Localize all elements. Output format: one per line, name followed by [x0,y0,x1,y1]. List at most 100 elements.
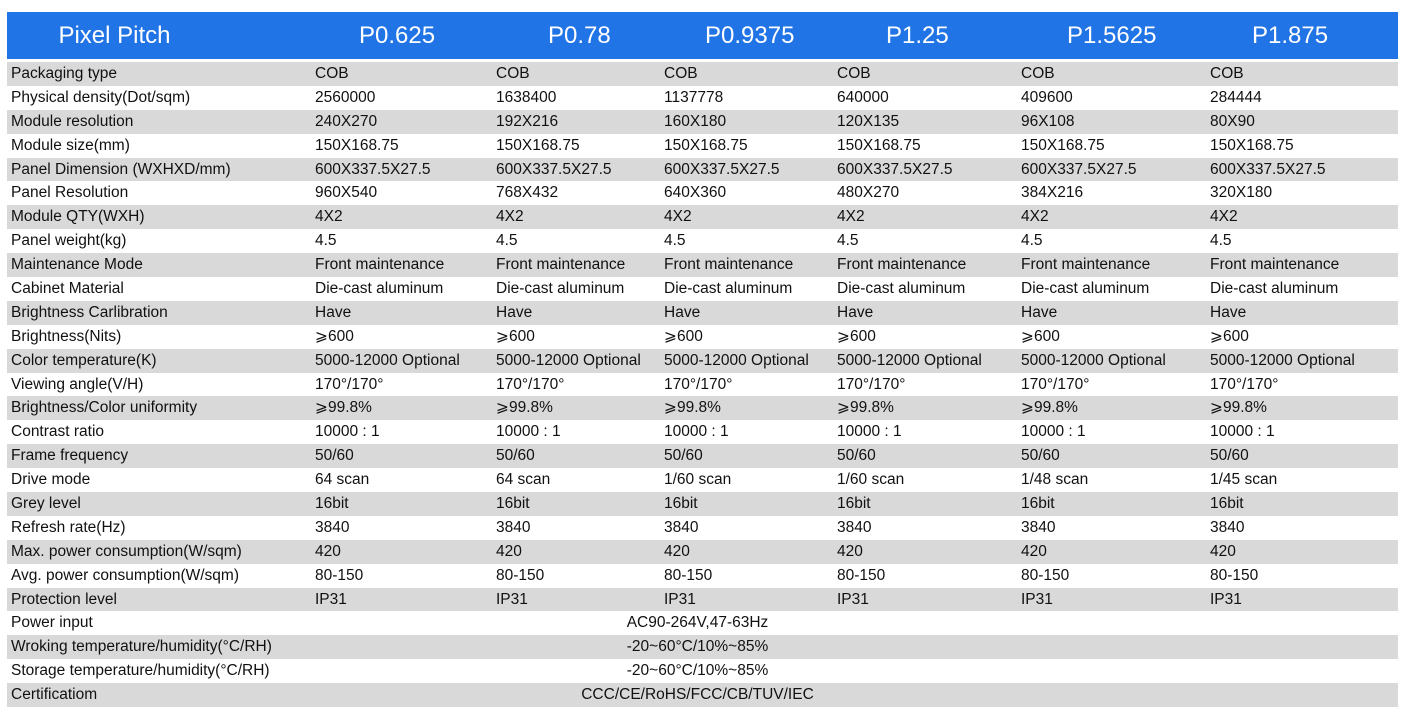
value-cell: ⩾600 [1021,327,1060,345]
value-cell: Die-cast aluminum [315,280,444,298]
row-label: Grey level [11,495,81,513]
value-cell: 420 [837,542,863,560]
value-cell: 96X108 [1021,112,1075,130]
value-cell: 3840 [496,518,531,536]
table-row: Viewing angle(V/H) 170°/170° 170°/170° 170°… [7,373,1398,397]
value-cell: 50/60 [664,447,703,465]
merged-value-cell: -20~60°C/10%~85% [626,638,769,656]
value-cell: COB [1021,65,1055,82]
value-cell: 4.5 [315,232,337,250]
value-cell: 150X168.75 [1021,136,1105,154]
value-cell: Die-cast aluminum [496,280,625,298]
row-label: Module QTY(WXH) [11,208,145,226]
value-cell: 3840 [1210,518,1245,536]
value-cell: 170°/170° [1021,375,1090,393]
table-row: Frame frequency 50/60 50/60 50/60 50/60 50/60… [7,444,1398,469]
value-cell: IP31 [496,590,528,608]
table-row: Certificatiom CCC/CE/RoHS/FCC/CB/TUV/IEC [7,683,1398,708]
table-row: Avg. power consumption(W/sqm) 80-150 80-15… [7,564,1398,588]
value-cell: 170°/170° [1210,375,1279,393]
value-cell: Front maintenance [496,256,626,274]
value-cell: 150X168.75 [1210,136,1294,154]
value-cell: 4.5 [664,232,686,250]
merged-value-cell: CCC/CE/RoHS/FCC/CB/TUV/IEC [581,686,814,704]
row-label: Cabinet Material [11,280,124,298]
row-label: Brightness(Nits) [11,327,122,345]
value-cell: 64 scan [315,471,370,489]
value-cell: Front maintenance [837,256,967,274]
value-cell: 10000 : 1 [837,423,902,441]
value-cell: Have [496,303,533,321]
value-cell: 3840 [1021,518,1056,536]
table-row: Storage temperature/humidity(°C/RH) -20~6… [7,659,1398,683]
header-column-3: P0.9375 [705,22,795,49]
value-cell: ⩾99.8% [496,399,553,417]
value-cell: 16bit [315,495,349,513]
value-cell: 80-150 [496,566,545,584]
table-row: Cabinet Material Die-cast aluminum Die-cas… [7,277,1398,301]
value-cell: 2560000 [315,88,376,106]
value-cell: 16bit [496,495,530,513]
value-cell: 10000 : 1 [496,423,561,441]
value-cell: 409600 [1021,88,1073,106]
row-label: Physical density(Dot/sqm) [11,88,191,106]
row-label: Packaging type [11,65,117,82]
value-cell: Have [315,303,352,321]
value-cell: 5000-12000 Optional [837,351,982,369]
value-cell: ⩾99.8% [664,399,721,417]
value-cell: 150X168.75 [837,136,921,154]
row-label: Panel Resolution [11,184,129,202]
value-cell: ⩾99.8% [837,399,894,417]
value-cell: IP31 [1210,590,1242,608]
value-cell: 150X168.75 [496,136,580,154]
value-cell: 640X360 [664,184,727,202]
value-cell: 4.5 [837,232,859,250]
value-cell: 50/60 [496,447,535,465]
value-cell: 5000-12000 Optional [664,351,809,369]
table-row: Panel weight(kg) 4.5 4.5 4.5 4.5 4.5 4.5 [7,229,1398,253]
table-row: Physical density(Dot/sqm) 2560000 1638400 1… [7,86,1398,110]
row-label: Color temperature(K) [11,351,157,369]
value-cell: ⩾600 [1210,327,1249,345]
value-cell: 1/60 scan [664,471,732,489]
row-label: Refresh rate(Hz) [11,518,126,536]
value-cell: ⩾99.8% [1021,399,1078,417]
merged-value-cell: -20~60°C/10%~85% [626,662,769,680]
value-cell: ⩾99.8% [1210,399,1267,417]
value-cell: 1/60 scan [837,471,905,489]
value-cell: ⩾600 [664,327,703,345]
value-cell: 600X337.5X27.5 [1210,160,1326,178]
value-cell: Front maintenance [315,256,445,274]
value-cell: 420 [315,542,341,560]
value-cell: 600X337.5X27.5 [664,160,780,178]
value-cell: 480X270 [837,184,900,202]
table-row: Module size(mm) 150X168.75 150X168.75 150X1… [7,134,1398,158]
value-cell: COB [1210,65,1244,82]
value-cell: 10000 : 1 [1021,423,1086,441]
value-cell: Die-cast aluminum [1021,280,1150,298]
value-cell: Have [837,303,874,321]
header-column-6: P1.875 [1252,22,1329,49]
value-cell: Die-cast aluminum [837,280,966,298]
table-row: Panel Resolution 960X540 768X432 640X360 480… [7,181,1398,205]
value-cell: 3840 [664,518,699,536]
value-cell: 4X2 [1021,208,1049,226]
value-cell: 1137778 [664,88,724,106]
table-row: Protection level IP31 IP31 IP31 IP31 IP31 IP31 [7,587,1398,612]
value-cell: 80X90 [1210,112,1255,130]
value-cell: 80-150 [837,566,886,584]
table-row: Grey level 16bit 16bit 16bit 16bit 16bit 16bit [7,492,1398,516]
value-cell: 50/60 [1210,447,1249,465]
value-cell: Die-cast aluminum [1210,280,1339,298]
value-cell: 384X216 [1021,184,1084,202]
value-cell: 240X270 [315,112,378,130]
table-row: Packaging type COB COB COB COB COB COB [7,62,1398,86]
table-row: Contrast ratio 10000 : 1 10000 : 1 10000 : … [7,420,1398,444]
value-cell: 80-150 [1021,566,1070,584]
value-cell: 192X216 [496,112,559,130]
value-cell: COB [664,65,698,82]
spec-table: Pixel Pitch P0.625 P0.78 P0.9375 P1.25 P1.56… [7,12,1398,708]
value-cell: 64 scan [496,471,551,489]
value-cell: 50/60 [315,447,354,465]
table-row: Refresh rate(Hz) 3840 3840 3840 3840 3840 3840 [7,516,1398,540]
